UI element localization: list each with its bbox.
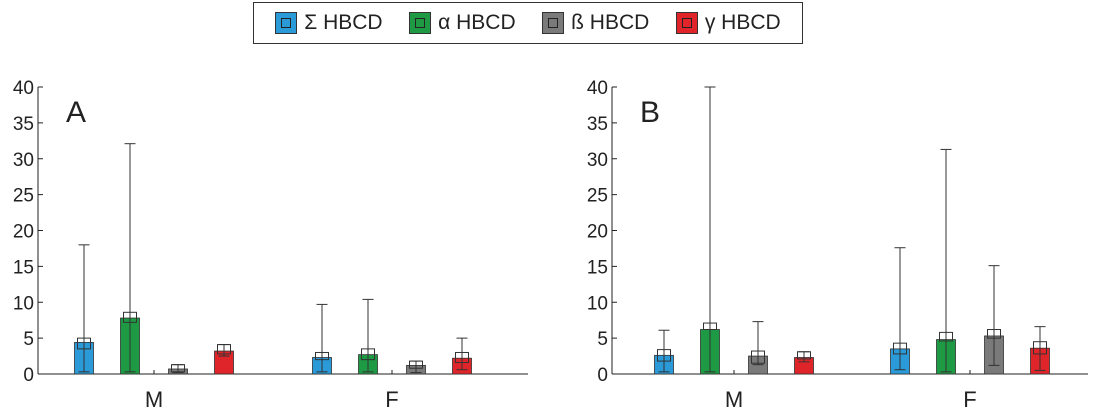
legend: Σ HBCD α HBCD ß HBCD γ HBCD	[253, 2, 803, 44]
iqr-box	[893, 342, 907, 355]
legend-label: Σ HBCD	[304, 11, 383, 34]
iqr-box	[703, 322, 717, 331]
legend-item: γ HBCD	[675, 11, 781, 35]
legend-swatch	[542, 12, 565, 34]
legend-label: ß HBCD	[571, 11, 650, 34]
y-tick-label: 20	[587, 222, 608, 243]
y-tick-label: 40	[13, 78, 34, 99]
legend-label: γ HBCD	[704, 11, 781, 34]
y-tick-label: 30	[587, 150, 608, 171]
y-tick-label: 15	[13, 257, 34, 278]
y-tick-label: 25	[13, 186, 34, 207]
panel-label: B	[640, 96, 660, 129]
y-tick-label: 5	[23, 329, 34, 350]
y-tick-label: 5	[597, 329, 608, 350]
y-tick-label: 30	[13, 150, 34, 171]
legend-label: α HBCD	[438, 11, 516, 34]
iqr-box	[939, 331, 953, 342]
iqr-box	[171, 364, 185, 373]
legend-swatch	[275, 12, 298, 34]
iqr-box	[1033, 341, 1047, 355]
legend-item: Σ HBCD	[275, 11, 383, 35]
x-category-label: F	[963, 387, 976, 412]
iqr-box	[455, 351, 469, 364]
iqr-box	[797, 351, 811, 360]
iqr-box	[315, 351, 329, 361]
y-tick-label: 35	[13, 114, 34, 135]
legend-item: α HBCD	[409, 11, 516, 35]
y-tick-label: 40	[587, 78, 608, 99]
x-category-label: M	[145, 387, 163, 412]
x-category-label: M	[725, 387, 743, 412]
y-tick-label: 20	[13, 222, 34, 243]
chart-panel-b: 0 5 10 15 20 25 30 35 40 M F B	[587, 78, 1088, 412]
iqr-box	[987, 329, 1001, 339]
y-tick-label: 10	[587, 293, 608, 314]
iqr-box	[217, 344, 231, 355]
y-tick-label: 35	[587, 114, 608, 135]
y-tick-label: 0	[23, 365, 34, 386]
y-tick-label: 15	[587, 257, 608, 278]
iqr-box	[409, 360, 423, 369]
y-tick-label: 25	[587, 186, 608, 207]
legend-swatch	[409, 12, 432, 34]
legend-swatch	[675, 12, 698, 34]
y-tick-label: 10	[13, 293, 34, 314]
legend-item: ß HBCD	[542, 11, 649, 35]
chart-panel-a: 0 5 10 15 20 25 30 35 40 M F A	[13, 78, 528, 412]
iqr-box	[657, 349, 671, 362]
iqr-box	[77, 337, 91, 350]
iqr-box	[751, 350, 765, 364]
y-tick-label: 0	[597, 365, 608, 386]
iqr-box	[123, 311, 137, 323]
panel-label: A	[66, 96, 86, 129]
x-category-label: F	[385, 387, 398, 412]
iqr-box	[361, 348, 375, 361]
